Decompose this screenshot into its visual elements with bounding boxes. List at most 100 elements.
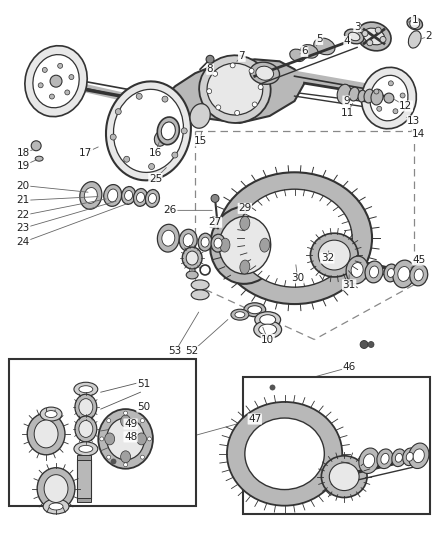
Ellipse shape xyxy=(321,456,366,497)
Text: 30: 30 xyxy=(290,273,304,283)
Text: 19: 19 xyxy=(17,160,30,171)
Ellipse shape xyxy=(363,28,384,45)
Circle shape xyxy=(57,63,63,68)
Ellipse shape xyxy=(75,394,96,420)
Ellipse shape xyxy=(79,421,92,438)
Text: 13: 13 xyxy=(406,116,420,126)
Ellipse shape xyxy=(394,454,402,462)
Circle shape xyxy=(373,89,378,94)
Circle shape xyxy=(38,83,43,88)
Ellipse shape xyxy=(209,206,279,284)
Ellipse shape xyxy=(386,269,393,277)
Circle shape xyxy=(69,75,74,79)
Circle shape xyxy=(399,93,404,98)
Text: 6: 6 xyxy=(300,46,307,56)
Ellipse shape xyxy=(244,418,324,490)
Text: 5: 5 xyxy=(315,35,322,44)
Circle shape xyxy=(248,68,254,74)
Ellipse shape xyxy=(148,193,156,204)
Ellipse shape xyxy=(243,303,265,317)
Circle shape xyxy=(359,341,367,349)
Text: 3: 3 xyxy=(353,21,360,31)
Text: 2: 2 xyxy=(424,31,431,42)
Circle shape xyxy=(50,75,62,87)
Ellipse shape xyxy=(121,187,135,204)
Circle shape xyxy=(31,141,41,151)
Ellipse shape xyxy=(318,240,350,270)
Ellipse shape xyxy=(107,189,117,202)
Circle shape xyxy=(124,156,129,162)
Circle shape xyxy=(171,152,177,158)
Ellipse shape xyxy=(157,117,179,144)
Circle shape xyxy=(99,437,103,441)
Ellipse shape xyxy=(336,84,350,104)
Text: 27: 27 xyxy=(208,217,221,227)
Circle shape xyxy=(49,94,54,99)
Text: 29: 29 xyxy=(238,204,251,213)
Text: 25: 25 xyxy=(148,174,162,183)
Text: 22: 22 xyxy=(17,211,30,220)
Ellipse shape xyxy=(49,503,63,510)
Bar xyxy=(242,377,429,514)
Ellipse shape xyxy=(207,63,262,115)
Ellipse shape xyxy=(79,386,92,393)
Ellipse shape xyxy=(380,454,388,464)
Text: 1: 1 xyxy=(410,14,417,25)
Circle shape xyxy=(388,81,392,86)
Ellipse shape xyxy=(345,256,367,284)
Ellipse shape xyxy=(190,104,210,128)
Circle shape xyxy=(374,27,380,33)
Circle shape xyxy=(409,19,419,28)
Ellipse shape xyxy=(74,442,98,456)
Ellipse shape xyxy=(103,184,121,206)
Ellipse shape xyxy=(348,32,359,41)
Ellipse shape xyxy=(43,499,69,514)
Text: 7: 7 xyxy=(238,51,244,61)
Circle shape xyxy=(140,418,144,423)
Text: 17: 17 xyxy=(79,148,92,158)
Ellipse shape xyxy=(214,238,222,248)
Circle shape xyxy=(211,195,219,203)
Circle shape xyxy=(206,88,211,94)
Ellipse shape xyxy=(162,230,174,246)
Ellipse shape xyxy=(348,87,358,101)
Bar xyxy=(9,359,196,506)
Circle shape xyxy=(367,342,373,348)
Circle shape xyxy=(376,106,381,111)
Circle shape xyxy=(162,96,168,102)
Circle shape xyxy=(383,93,393,103)
Ellipse shape xyxy=(357,90,365,102)
Ellipse shape xyxy=(37,468,75,510)
Ellipse shape xyxy=(35,156,43,161)
Text: 26: 26 xyxy=(163,205,177,215)
Ellipse shape xyxy=(391,449,405,466)
Ellipse shape xyxy=(136,433,146,445)
Ellipse shape xyxy=(409,264,427,286)
Ellipse shape xyxy=(407,31,420,48)
Ellipse shape xyxy=(201,237,208,247)
Ellipse shape xyxy=(219,216,270,274)
Ellipse shape xyxy=(186,251,198,265)
Ellipse shape xyxy=(133,189,147,206)
Ellipse shape xyxy=(300,45,318,58)
Text: 47: 47 xyxy=(247,414,261,424)
Ellipse shape xyxy=(79,446,92,453)
Text: 16: 16 xyxy=(148,148,162,158)
Circle shape xyxy=(65,90,70,95)
Ellipse shape xyxy=(191,290,208,300)
Text: 52: 52 xyxy=(185,346,198,357)
Ellipse shape xyxy=(182,247,201,269)
Ellipse shape xyxy=(113,90,183,172)
Ellipse shape xyxy=(360,67,415,129)
Text: 50: 50 xyxy=(137,402,150,412)
Ellipse shape xyxy=(405,453,413,461)
Ellipse shape xyxy=(34,420,58,448)
Ellipse shape xyxy=(145,190,159,207)
Text: 4: 4 xyxy=(343,36,350,46)
Circle shape xyxy=(148,164,154,169)
Ellipse shape xyxy=(106,418,144,460)
Bar xyxy=(77,455,91,460)
Ellipse shape xyxy=(216,172,371,304)
Ellipse shape xyxy=(186,271,198,279)
Ellipse shape xyxy=(369,75,407,121)
